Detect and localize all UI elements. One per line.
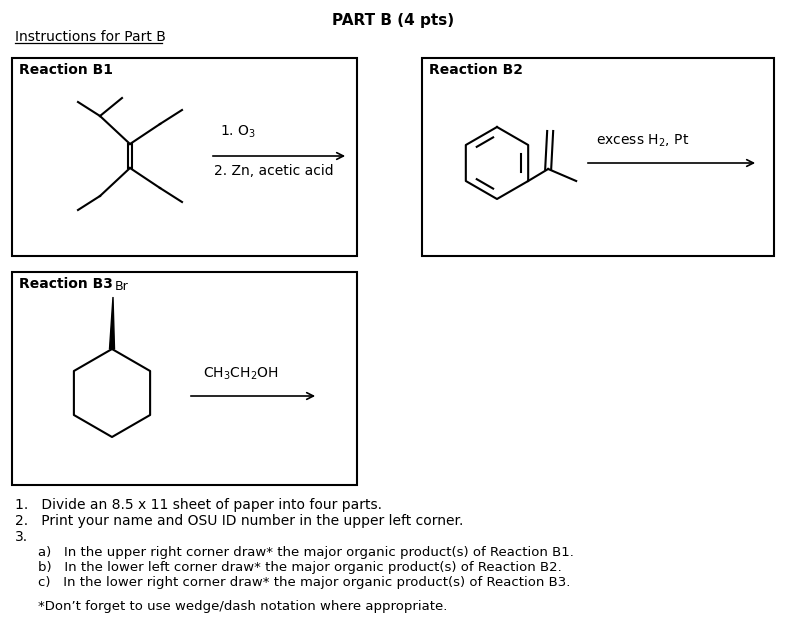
- Bar: [12, 58, 357, 256]
- Text: Br: Br: [115, 280, 129, 293]
- Polygon shape: [109, 297, 115, 349]
- Text: c)   In the lower right corner draw* the major organic product(s) of Reaction B3: c) In the lower right corner draw* the m…: [38, 576, 571, 589]
- Text: CH$_3$CH$_2$OH: CH$_3$CH$_2$OH: [203, 366, 279, 382]
- Text: *Don’t forget to use wedge/dash notation where appropriate.: *Don’t forget to use wedge/dash notation…: [38, 600, 447, 613]
- Text: Instructions for Part B: Instructions for Part B: [15, 30, 166, 44]
- Text: 1. O$_3$: 1. O$_3$: [220, 124, 256, 140]
- Text: 3.: 3.: [15, 530, 28, 544]
- Text: excess H$_2$, Pt: excess H$_2$, Pt: [596, 133, 689, 149]
- Text: Reaction B2: Reaction B2: [429, 63, 523, 77]
- Text: a)   In the upper right corner draw* the major organic product(s) of Reaction B1: a) In the upper right corner draw* the m…: [38, 546, 574, 559]
- Text: 1.   Divide an 8.5 x 11 sheet of paper into four parts.: 1. Divide an 8.5 x 11 sheet of paper int…: [15, 498, 382, 512]
- Text: 2.   Print your name and OSU ID number in the upper left corner.: 2. Print your name and OSU ID number in …: [15, 514, 464, 528]
- Text: PART B (4 pts): PART B (4 pts): [332, 13, 454, 28]
- Bar: [422, 58, 774, 256]
- Bar: [12, 272, 357, 485]
- Text: Reaction B3: Reaction B3: [19, 277, 113, 291]
- Text: Reaction B1: Reaction B1: [19, 63, 113, 77]
- Text: 2. Zn, acetic acid: 2. Zn, acetic acid: [214, 164, 333, 178]
- Text: b)   In the lower left corner draw* the major organic product(s) of Reaction B2.: b) In the lower left corner draw* the ma…: [38, 561, 562, 574]
